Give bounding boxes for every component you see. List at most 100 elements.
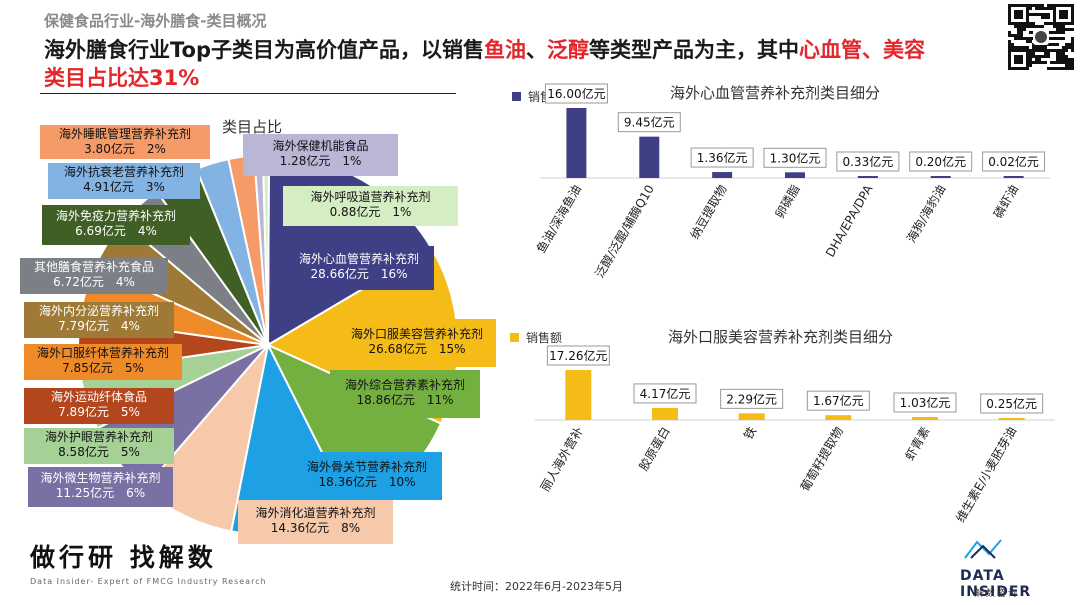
data-label: 0.33亿元: [842, 154, 893, 169]
data-label-box: [909, 151, 973, 172]
pie-label-value: 6.72亿元 4%: [20, 275, 168, 290]
bar-chart-title: 海外口服美容营养补充剂类目细分: [668, 328, 893, 346]
bar: [998, 418, 1025, 420]
data-label-box: [982, 151, 1046, 172]
pie-label-box: 其他膳食营养补充食品 6.72亿元 4%: [20, 258, 168, 294]
pie-label-amount: 18.36亿元: [318, 475, 377, 489]
data-label-box: [546, 345, 610, 366]
pie-label-value: 6.69亿元 4%: [42, 224, 190, 239]
cardio-bar-chart: 海外心血管营养补充剂类目细分销售额16.00亿元鱼油/深海鱼油9.45亿元泛醇/…: [512, 83, 1050, 280]
pie-label-name: 海外口服美容营养补充剂: [350, 327, 483, 341]
pie-label-amount: 26.68亿元: [368, 342, 427, 356]
pie-label-name: 海外抗衰老营养补充剂: [63, 165, 184, 179]
bar: [738, 413, 765, 420]
pie-label-amount: 7.85亿元: [62, 361, 113, 375]
pie-label-amount: 7.89亿元: [58, 405, 109, 419]
data-label-box: [980, 393, 1044, 414]
data-label: 0.02亿元: [988, 154, 1039, 169]
pie-label-pct: 2%: [146, 142, 166, 156]
category-tick-label: 虾青素: [902, 425, 932, 463]
pie-label-pct: 1%: [342, 154, 362, 168]
pie-label-name: 海外护眼营养补充剂: [44, 430, 153, 444]
footer-brand: 做行研 找解数: [30, 543, 217, 572]
bar: [566, 108, 587, 178]
data-label: 9.45亿元: [624, 115, 675, 130]
pie-label-box: 海外综合营养素补充剂 18.86亿元 11%: [330, 370, 480, 418]
qr-code-icon: [1008, 4, 1074, 70]
legend-swatch: [512, 92, 521, 101]
pie-label-amount: 6.69亿元: [75, 224, 126, 238]
pie-label-pct: 16%: [380, 267, 408, 281]
pie-label-box: 海外免疫力营养补充剂 6.69亿元 4%: [42, 205, 190, 245]
bar: [712, 172, 733, 178]
pie-label-pct: 5%: [120, 405, 140, 419]
pie-label-name: 海外保健机能食品: [272, 139, 369, 153]
pie-label-amount: 14.36亿元: [270, 521, 330, 535]
pie-label-name: 海外消化道营养补充剂: [255, 506, 376, 520]
pie-label-value: 18.36亿元 10%: [292, 475, 442, 490]
pie-label-pct: 4%: [120, 319, 140, 333]
data-label: 1.67亿元: [813, 393, 864, 408]
pie-label-value: 28.66亿元 16%: [284, 267, 434, 282]
bar: [930, 176, 951, 178]
pie-label-amount: 28.66亿元: [310, 267, 369, 281]
data-label: 17.26亿元: [549, 348, 607, 363]
headline-part1: 海外膳食行业Top子类目为高价值产品，以销售: [44, 38, 484, 62]
data-label-box: [806, 390, 870, 411]
data-label-box: [720, 388, 784, 409]
data-label: 1.36亿元: [697, 150, 748, 165]
pie-label-amount: 18.86亿元: [356, 393, 415, 407]
bar: [912, 417, 938, 420]
category-tick-label: 鱼油/深海鱼油: [533, 182, 584, 255]
pie-label-box: 海外消化道营养补充剂 14.36亿元 8%: [238, 500, 393, 544]
data-label: 0.25亿元: [986, 396, 1037, 411]
pie-label-name: 海外综合营养素补充剂: [344, 378, 465, 392]
category-tick-label: 纳豆提取物: [687, 182, 730, 241]
pie-label-pct: 10%: [388, 475, 416, 489]
bar: [639, 136, 660, 178]
pie-label-value: 11.25亿元 6%: [28, 486, 173, 501]
pie-label-pct: 6%: [126, 486, 146, 500]
legend-label: 销售额: [526, 330, 562, 345]
legend-swatch: [510, 333, 519, 342]
bar: [825, 415, 852, 420]
pie-label-value: 1.28亿元 1%: [243, 154, 398, 169]
pie-label-box: 海外心血管营养补充剂 28.66亿元 16%: [284, 246, 434, 290]
pie-label-name: 海外口服纤体营养补充剂: [36, 346, 169, 360]
data-label: 16.00亿元: [547, 86, 605, 101]
data-label: 2.29亿元: [726, 391, 777, 406]
data-label-box: [633, 383, 697, 404]
pie-label-pct: 5%: [124, 361, 144, 375]
pie-label-pct: 15%: [438, 342, 466, 356]
pie-label-amount: 3.80亿元: [84, 142, 135, 156]
category-tick-label: 铁: [741, 425, 759, 442]
bar: [565, 370, 592, 420]
title-divider: [40, 93, 456, 94]
pie-label-value: 7.89亿元 5%: [24, 405, 174, 420]
data-label: 1.30亿元: [770, 150, 821, 165]
data-label-box: [836, 151, 900, 172]
pie-chart-title: 类目占比: [222, 118, 283, 136]
pie-label-box: 海外骨关节营养补充剂 18.36亿元 10%: [292, 452, 442, 500]
headline-highlight-share: 心血管、美容类目占比达31%: [44, 38, 925, 90]
pie-label-name: 海外呼吸道营养补充剂: [310, 190, 431, 204]
pie-label-amount: 0.88亿元: [329, 205, 381, 219]
category-tick-label: 胶原蛋白: [636, 424, 673, 473]
pie-label-name: 海外睡眠管理营养补充剂: [58, 127, 191, 141]
data-label: 4.17亿元: [640, 386, 691, 401]
pie-label-name: 海外微生物营养补充剂: [40, 471, 161, 485]
footer-tagline: Data Insider- Expert of FMCG Industry Re…: [30, 577, 267, 586]
bar: [785, 172, 805, 178]
headline-part2: 等类型产品为主，其中: [589, 38, 799, 62]
pie-label-value: 3.80亿元 2%: [40, 142, 210, 157]
pie-label-box: 海外保健机能食品 1.28亿元 1%: [243, 134, 398, 176]
pie-label-value: 18.86亿元 11%: [330, 393, 480, 408]
logo-subtext: 解数咨询: [975, 589, 1020, 599]
pie-label-value: 8.58亿元 5%: [24, 445, 174, 460]
logo-text: DATA INSIDER: [960, 568, 1032, 600]
pie-label-value: 14.36亿元 8%: [238, 521, 393, 536]
pie-label-pct: 4%: [115, 275, 135, 289]
bar-chart-title: 海外心血管营养补充剂类目细分: [670, 84, 880, 102]
data-label: 1.03亿元: [900, 395, 951, 410]
pie-label-box: 海外运动纤体食品 7.89亿元 5%: [24, 388, 174, 424]
